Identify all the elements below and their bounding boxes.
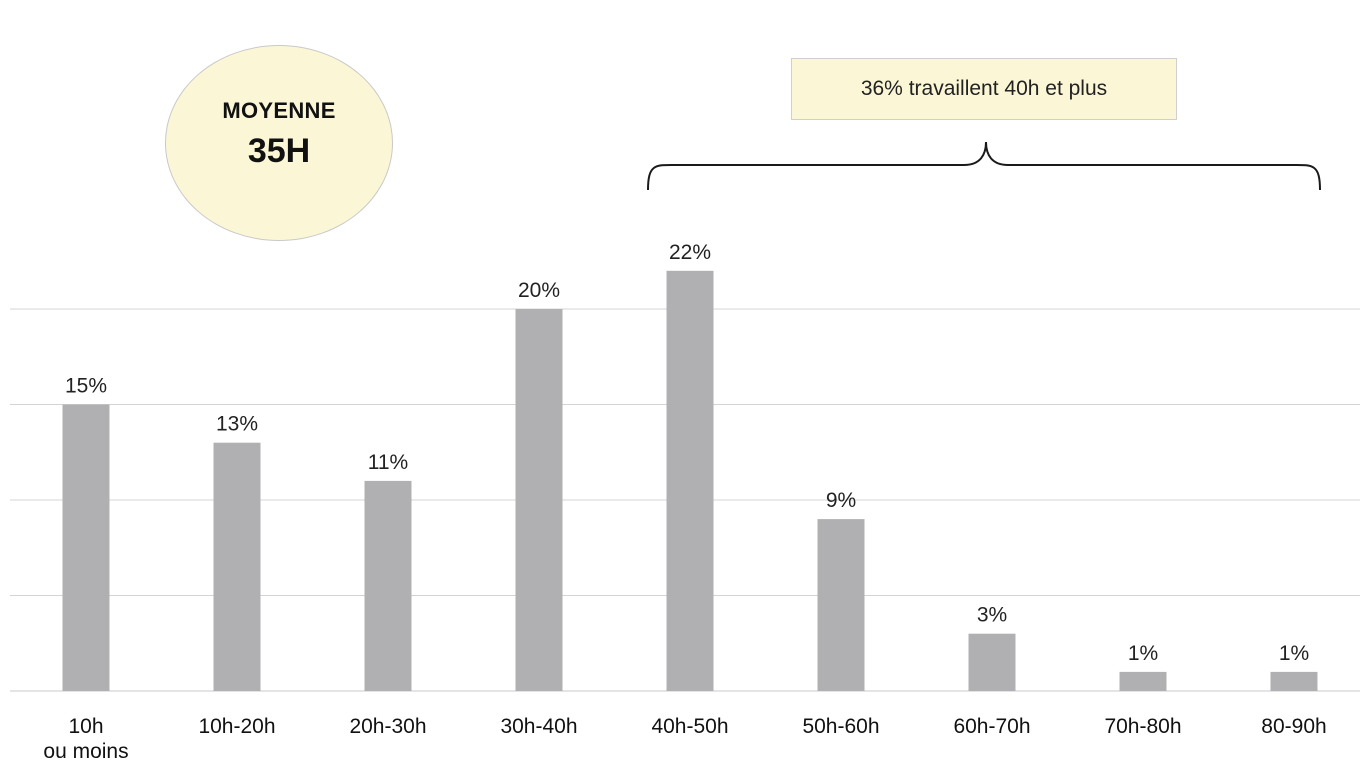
average-label: MOYENNE [222, 97, 336, 123]
data-label: 11% [368, 451, 408, 474]
data-label: 9% [826, 489, 856, 512]
x-tick-label: 20h-30h [349, 715, 426, 738]
bar [364, 480, 412, 691]
callout-box: 36% travaillent 40h et plus [791, 58, 1177, 120]
data-label: 3% [977, 604, 1007, 627]
x-tick-label: 30h-40h [500, 715, 577, 738]
x-tick-labels: 10h ou moins 10h-20h 20h-30h 30h-40h 40h-50h 5… [43, 715, 1326, 763]
bar [968, 633, 1016, 691]
x-tick-label: 40h-50h [651, 715, 728, 738]
x-tick-label: 70h-80h [1104, 715, 1181, 738]
callout-text: 36% travaillent 40h et plus [860, 77, 1108, 100]
x-tick-label: 10h ou moins [43, 715, 128, 763]
bar [1270, 671, 1318, 691]
bar [666, 270, 714, 691]
brace-annotation [647, 141, 1321, 191]
data-label: 15% [65, 375, 107, 398]
x-tick-label: 80-90h [1261, 715, 1326, 738]
bar [515, 309, 563, 691]
data-labels: 15% 13% 11% 20% 22% 9% 3% 1% 1% [65, 241, 1309, 665]
x-tick-label: 60h-70h [953, 715, 1030, 738]
average-badge: MOYENNE 35H [165, 45, 393, 241]
bars [62, 270, 1318, 691]
average-value: 35H [247, 131, 311, 170]
x-tick-label: 10h-20h [198, 715, 275, 738]
data-label: 1% [1279, 642, 1309, 665]
data-label: 20% [518, 279, 560, 302]
data-label: 22% [669, 241, 711, 264]
bar [62, 404, 110, 691]
bar [1119, 671, 1167, 691]
data-label: 1% [1128, 642, 1158, 665]
bar [817, 519, 865, 691]
bar [213, 442, 261, 691]
data-label: 13% [216, 413, 258, 436]
x-tick-label: 50h-60h [802, 715, 879, 738]
